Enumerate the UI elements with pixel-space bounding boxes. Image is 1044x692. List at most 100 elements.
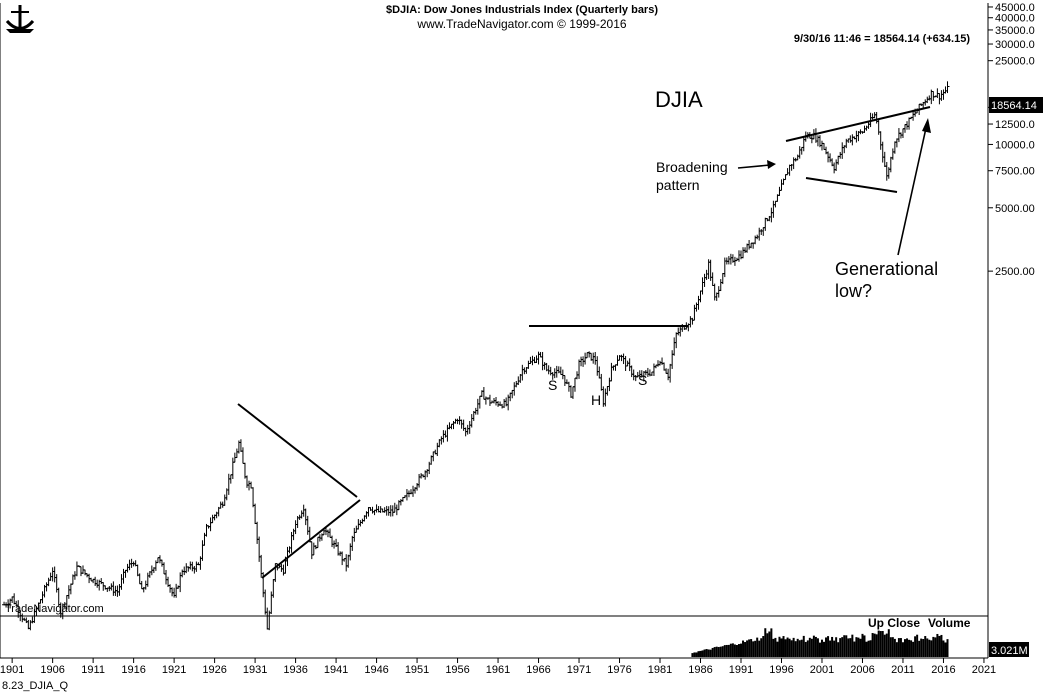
- price-bar: [945, 81, 950, 94]
- volume-bar: [912, 641, 915, 657]
- price-bar: [797, 146, 802, 159]
- price-bar: [251, 487, 256, 508]
- volume-bar: [829, 640, 832, 657]
- price-bar: [473, 407, 478, 415]
- price-bar: [226, 473, 231, 495]
- x-tick-label: 1946: [364, 664, 388, 676]
- price-bar: [528, 356, 533, 365]
- volume-value-box: 3.021M: [989, 642, 1029, 657]
- price-bar: [666, 368, 671, 381]
- price-bar: [388, 505, 393, 517]
- price-bar: [536, 351, 541, 365]
- volume-bar: [818, 642, 821, 657]
- volume-bar: [857, 637, 860, 657]
- volume-bar: [810, 638, 813, 657]
- price-bar: [230, 457, 235, 480]
- up-close-label: Up Close: [868, 616, 920, 630]
- price-bar: [631, 369, 636, 381]
- x-tick-label: 1966: [526, 664, 550, 676]
- volume-bar: [752, 641, 755, 657]
- price-bar: [678, 326, 683, 337]
- volume-bar: [881, 631, 884, 657]
- price-bar: [662, 362, 667, 371]
- price-bar: [722, 257, 727, 278]
- price-bar: [188, 561, 193, 570]
- price-bar: [546, 365, 551, 375]
- watermark: TradeNavigator.com: [5, 603, 104, 615]
- price-bar: [311, 542, 316, 556]
- volume-bar: [918, 640, 921, 657]
- price-bar: [164, 569, 169, 585]
- volume-bar: [697, 651, 700, 657]
- price-bar: [153, 560, 158, 571]
- price-bar: [627, 358, 632, 372]
- price-bar: [579, 356, 584, 367]
- price-bar: [52, 566, 57, 583]
- volume-bar: [873, 633, 876, 657]
- volume-bar: [812, 635, 815, 657]
- volume-bars: [691, 628, 949, 657]
- volume-bar: [841, 637, 844, 657]
- price-bar: [791, 157, 796, 170]
- volume-bar: [833, 640, 836, 657]
- price-bar: [623, 355, 628, 371]
- plot-frame: [0, 3, 989, 659]
- price-bar: [508, 392, 513, 402]
- price-bar: [674, 332, 679, 349]
- volume-last-value: 3.021M: [991, 645, 1028, 657]
- price-bar: [228, 474, 233, 484]
- price-bar: [771, 200, 776, 218]
- volume-bar: [744, 642, 747, 657]
- price-bar: [159, 559, 164, 567]
- price-bar: [360, 518, 365, 524]
- price-bar: [809, 135, 814, 144]
- price-bar: [40, 591, 45, 604]
- price-bar: [609, 362, 614, 382]
- x-tick-label: 1936: [283, 664, 307, 676]
- price-bar: [370, 506, 375, 514]
- price-bar: [558, 366, 563, 376]
- x-tick-label: 1941: [324, 664, 348, 676]
- volume-bar: [823, 641, 826, 657]
- price-bar: [743, 247, 748, 254]
- volume-bar: [816, 638, 819, 657]
- price-bar: [293, 520, 298, 535]
- volume-bar: [825, 637, 828, 657]
- price-bar: [900, 128, 905, 138]
- broadening-lower-line: [805, 177, 898, 193]
- price-bar: [184, 563, 189, 574]
- price-bar: [139, 580, 144, 590]
- price-bar: [850, 134, 855, 146]
- price-bar: [176, 585, 181, 589]
- volume-bar: [901, 642, 904, 657]
- price-bar: [702, 273, 707, 287]
- y-tick-label: 12500.0: [995, 119, 1035, 131]
- price-bar: [927, 95, 932, 101]
- price-bar: [560, 369, 565, 380]
- price-bar: [540, 351, 545, 371]
- volume-bar: [711, 647, 714, 657]
- price-bar: [477, 395, 482, 409]
- volume-bar: [782, 636, 785, 657]
- price-bar: [939, 90, 944, 101]
- price-bar: [415, 483, 420, 491]
- price-bar: [795, 154, 800, 161]
- price-bar: [447, 422, 452, 430]
- volume-bar: [806, 640, 809, 657]
- price-bar: [878, 131, 883, 150]
- price-bar: [941, 89, 946, 100]
- price-bar: [690, 317, 695, 325]
- volume-bar: [871, 633, 874, 657]
- price-bar: [279, 563, 284, 572]
- price-bar: [548, 366, 553, 376]
- price-bar: [180, 569, 185, 578]
- price-bar: [182, 566, 187, 576]
- price-bar: [925, 96, 930, 104]
- generational-label-line1: Generational: [835, 259, 938, 279]
- price-bar: [593, 351, 598, 365]
- x-axis: 1901 1906 1911 1916 1921 1926 1931 1936 1941 1946…: [0, 658, 996, 676]
- chart-source: www.TradeNavigator.com © 1999-2016: [416, 17, 626, 31]
- volume-bar: [891, 637, 894, 657]
- last-value-box: 18564.14: [989, 97, 1043, 113]
